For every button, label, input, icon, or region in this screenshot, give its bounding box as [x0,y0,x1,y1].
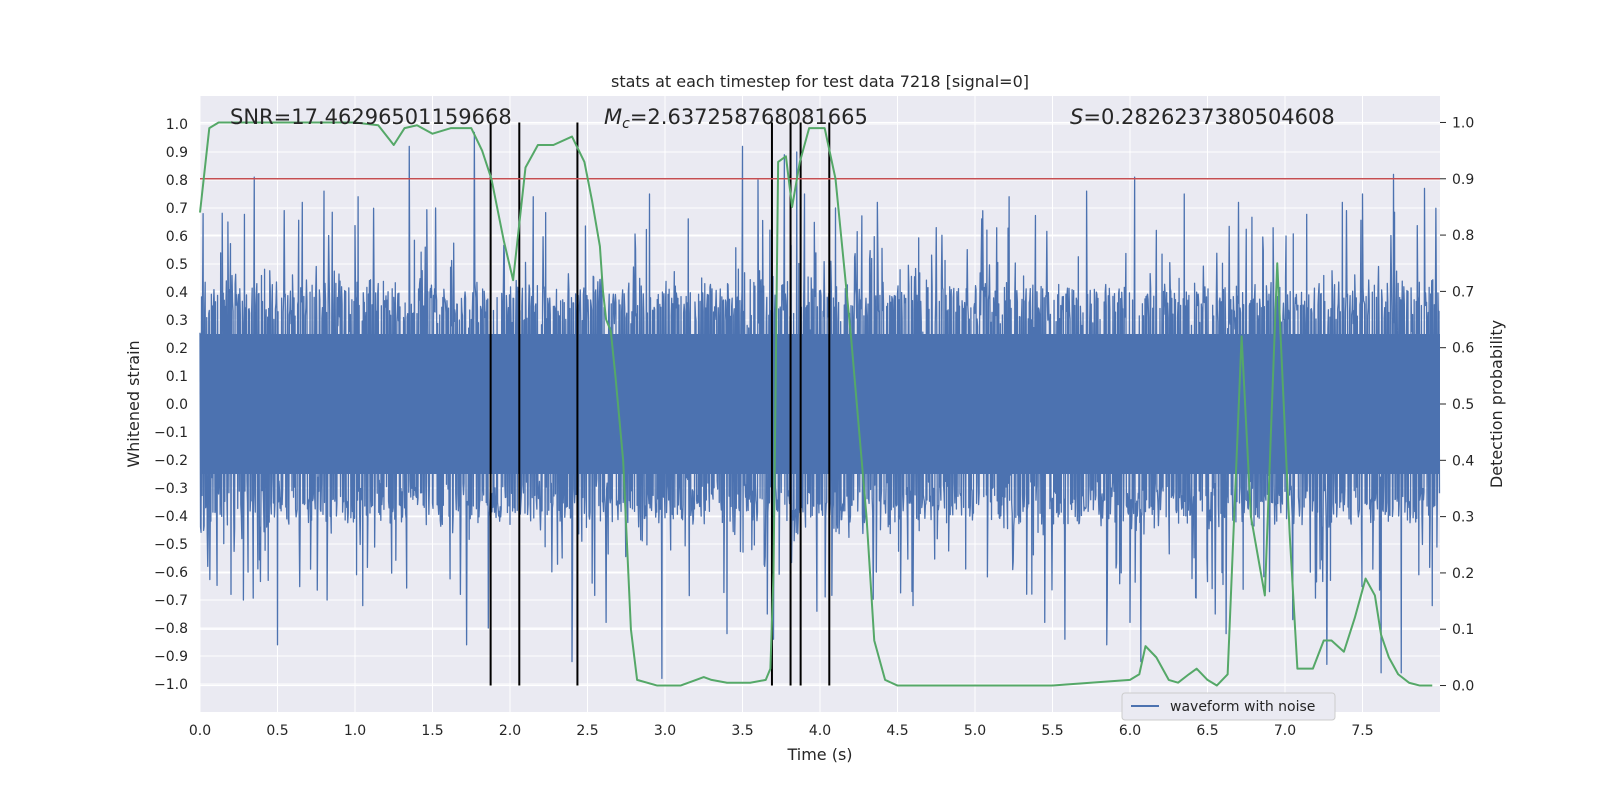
y2-tick-label: 0.5 [1452,397,1474,413]
y-tick-label: −0.8 [154,621,188,637]
chirp-mass-subscript: c [622,116,630,132]
y-tick-label: −0.7 [154,593,188,609]
x-tick-label: 6.5 [1196,723,1218,739]
y2-tick-label: 0.6 [1452,341,1474,357]
legend-label-waveform: waveform with noise [1170,699,1315,715]
x-axis-label: Time (s) [786,745,852,764]
snr-annotation: SNR=17.46296501159668 [230,105,512,129]
chart-title: stats at each timestep for test data 721… [611,72,1029,91]
legend-box [1121,692,1336,721]
y2-tick-label: 0.1 [1452,622,1474,638]
y2-tick-label: 0.9 [1452,172,1474,188]
y2-tick-labels: 1.0 0.9 0.8 0.7 0.6 0.5 0.4 0.3 0.2 0.1 0.0 [1440,115,1474,695]
x-tick-label: 1.5 [421,723,443,739]
x-tick-label: 2.5 [576,723,598,739]
y-tick-label: −1.0 [154,677,188,693]
x-tick-label: 0.0 [189,723,211,739]
y-tick-label: 0.1 [166,369,188,385]
y-tick-label: 0.5 [166,257,188,273]
s-statistic-value: =0.2826237380504608 [1083,105,1334,129]
y2-tick-label: 0.4 [1452,453,1474,469]
x-tick-label: 4.5 [886,723,908,739]
waveform-noise-band [200,334,1440,474]
y2-tick-label: 0.3 [1452,510,1474,526]
x-tick-labels: 0.0 0.5 1.0 1.5 2.0 2.5 3.0 3.5 4.0 4.5 5.0 5.5 6.0 6… [189,723,1374,739]
chirp-mass-annotation: Mc=2.637258768081665 [604,105,868,132]
y-tick-label: −0.5 [154,537,188,553]
probability-series [199,121,1433,687]
legend: waveform with noise [1121,692,1336,721]
x-tick-label: 4.0 [809,723,831,739]
x-tick-label: 5.5 [1041,723,1063,739]
y-tick-labels: 1.0 0.9 0.8 0.7 0.6 0.5 0.4 0.3 0.2 0.1 0.0 −0.1 −0.… [154,117,188,693]
x-tick-label: 7.5 [1351,723,1373,739]
y2-tick-label: 0.7 [1452,284,1474,300]
x-tick-label: 5.0 [964,723,986,739]
y-tick-label: 1.0 [166,117,188,133]
probability-line [199,121,1433,687]
y-tick-label: −0.9 [154,649,188,665]
x-tick-label: 2.0 [499,723,521,739]
y-tick-label: −0.6 [154,565,188,581]
y-tick-label: −0.3 [154,481,188,497]
x-tick-label: 7.0 [1274,723,1296,739]
y-tick-label: 0.2 [166,341,188,357]
y2-tick-label: 0.8 [1452,228,1474,244]
waveform-series [199,131,1441,680]
chirp-mass-symbol: M [604,105,622,129]
chirp-mass-value: =2.637258768081665 [630,105,868,129]
x-tick-label: 0.5 [266,723,288,739]
y-tick-label: 0.6 [166,229,188,245]
y-tick-label: 0.8 [166,173,188,189]
y-tick-label: −0.1 [154,425,188,441]
y-tick-label: 0.7 [166,201,188,217]
y-tick-label: −0.4 [154,509,188,525]
y-tick-label: 0.4 [166,285,188,301]
y-tick-label: 0.0 [166,397,188,413]
s-statistic-symbol: S [1070,105,1083,129]
y-tick-label: 0.3 [166,313,188,329]
s-statistic-annotation: S=0.2826237380504608 [1070,105,1335,129]
y2-tick-label: 0.2 [1452,566,1474,582]
x-tick-label: 1.0 [344,723,366,739]
x-tick-label: 3.0 [654,723,676,739]
y2-tick-label: 0.0 [1452,679,1474,695]
x-tick-label: 3.5 [731,723,753,739]
y-tick-label: 0.9 [166,145,188,161]
y2-axis-label: Detection probability [1487,320,1506,488]
y-axis-label: Whitened strain [124,340,143,467]
y2-tick-label: 1.0 [1452,115,1474,131]
x-tick-label: 6.0 [1119,723,1141,739]
y-tick-label: −0.2 [154,453,188,469]
